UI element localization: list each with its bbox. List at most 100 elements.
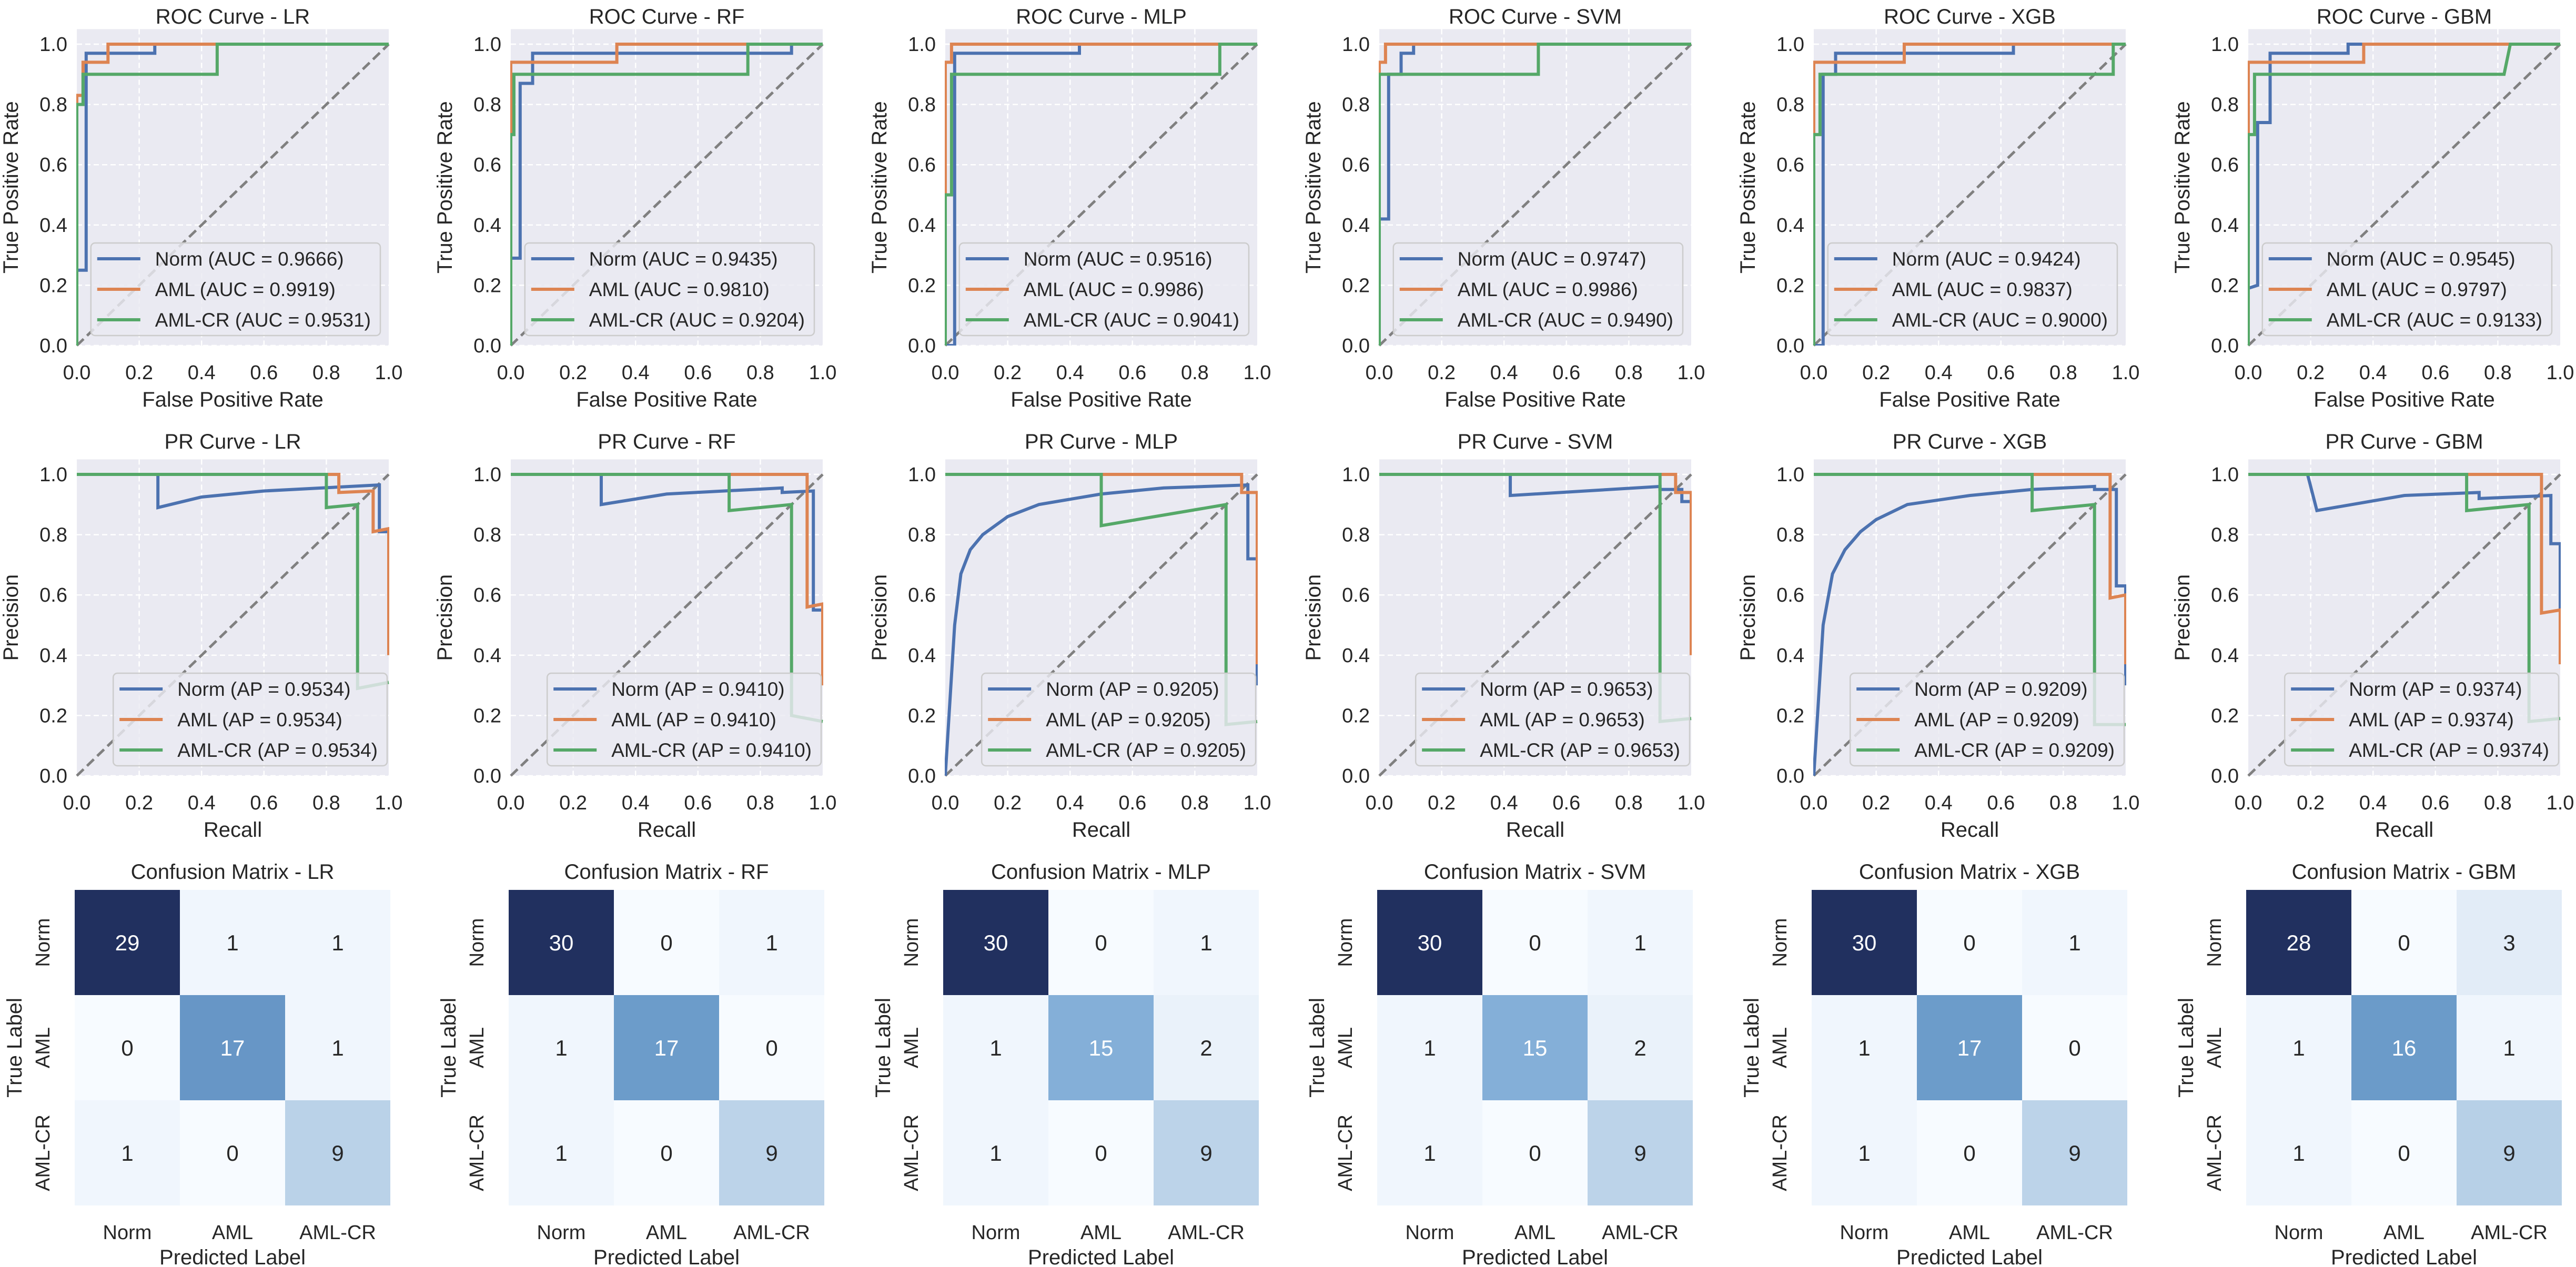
x-tick-label: 0.6 <box>684 792 712 814</box>
cell-value: 0 <box>660 930 672 955</box>
matrix-cell <box>2351 995 2457 1100</box>
cell-value: 0 <box>1963 930 1975 955</box>
x-tick-label: 0.0 <box>2235 362 2262 384</box>
y-tick-label: 0.2 <box>2211 275 2239 297</box>
x-axis-label: False Positive Rate <box>1879 388 2060 411</box>
y-tick-label: Norm <box>1335 918 1357 967</box>
y-tick-label: 0.2 <box>1342 705 1370 727</box>
x-tick-label: AML <box>1514 1222 1555 1244</box>
cell-value: 30 <box>984 930 1008 955</box>
x-tick-label: AML-CR <box>299 1222 376 1244</box>
y-tick-label: 0.2 <box>908 275 936 297</box>
legend-label: Norm (AP = 0.9209) <box>1914 678 2087 700</box>
x-tick-label: 0.4 <box>2359 792 2387 814</box>
chart-title: Confusion Matrix - XGB <box>1859 860 2080 884</box>
legend-label: AML-CR (AUC = 0.9204) <box>589 309 805 331</box>
cell-value: 30 <box>1852 930 1877 955</box>
x-tick-label: 0.8 <box>746 362 774 384</box>
x-tick-label: AML <box>646 1222 687 1244</box>
x-axis-label: Recall <box>638 818 696 842</box>
x-tick-label: AML <box>212 1222 253 1244</box>
y-tick-label: AML <box>2204 1027 2226 1068</box>
x-tick-label: 0.8 <box>1181 362 1209 384</box>
x-tick-label: Norm <box>972 1222 1021 1244</box>
y-tick-label: 0.2 <box>1776 275 1804 297</box>
legend-label: AML (AP = 0.9205) <box>1046 709 1211 731</box>
matrix-cell <box>180 995 285 1100</box>
y-axis-label: True Label <box>872 998 895 1098</box>
x-tick-label: 0.0 <box>497 362 525 384</box>
y-axis-label: True Positive Rate <box>1736 101 1760 273</box>
series-line-aml <box>945 43 1257 346</box>
y-tick-label: 1.0 <box>1776 464 1804 486</box>
chart-title: ROC Curve - XGB <box>1884 5 2056 28</box>
y-tick-label: 1.0 <box>2211 464 2239 486</box>
x-tick-label: Norm <box>2275 1222 2324 1244</box>
cell-value: 28 <box>2287 930 2311 955</box>
y-axis-label: Precision <box>868 574 891 661</box>
legend-box <box>524 242 815 337</box>
cell-value: 9 <box>1200 1141 1212 1165</box>
y-axis-label: Precision <box>2171 574 2194 661</box>
x-tick-label: 0.0 <box>497 792 525 814</box>
cell-value: 9 <box>2503 1141 2515 1165</box>
x-tick-label: 0.0 <box>1366 362 1393 384</box>
x-tick-label: 0.4 <box>1925 362 1953 384</box>
y-tick-label: AML <box>901 1027 923 1068</box>
x-tick-label: 1.0 <box>1244 792 1271 814</box>
y-axis-label: Precision <box>0 574 23 661</box>
series-line-norm <box>511 473 823 612</box>
confusion-matrix-rf: 30 0 1 1 17 0 1 0 9 Confusion Matrix - RF Norm Norm… <box>437 860 824 1267</box>
x-tick-label: 1.0 <box>1678 792 1705 814</box>
legend-label: Norm (AP = 0.9410) <box>611 678 784 700</box>
cell-value: 0 <box>660 1141 672 1165</box>
legend: Norm (AUC = 0.9424) AML (AUC = 0.9837) AML… <box>1827 242 2118 337</box>
y-tick-label: 0.8 <box>473 524 501 546</box>
cell-value: 0 <box>2068 1036 2080 1060</box>
y-tick-label: 1.0 <box>39 34 67 56</box>
cell-value: 0 <box>2398 930 2410 955</box>
y-tick-label: 0.8 <box>1342 524 1370 546</box>
x-tick-label: 0.6 <box>1552 362 1580 384</box>
x-tick-label: 0.0 <box>932 362 959 384</box>
legend-label: AML-CR (AP = 0.9410) <box>611 739 812 761</box>
cell-value: 1 <box>2503 1036 2515 1060</box>
pr-curve-chart-mlp: PR Curve - MLP 0.0 0.0 0.2 0.2 0.4 0.4 0.6 0.6 0.… <box>868 430 1271 842</box>
y-tick-label: 0.4 <box>1776 645 1804 667</box>
y-tick-label: 0.6 <box>2211 584 2239 606</box>
chart-title: Confusion Matrix - SVM <box>1424 860 1646 884</box>
y-tick-label: 0.0 <box>1776 765 1804 787</box>
cell-value: 1 <box>226 930 238 955</box>
legend: Norm (AP = 0.9534) AML (AP = 0.9534) AML-C… <box>112 672 388 767</box>
legend-label: AML-CR (AUC = 0.9133) <box>2327 309 2542 331</box>
x-tick-label: 0.8 <box>312 362 340 384</box>
matrix-cell <box>1812 1100 1917 1205</box>
legend-box <box>112 672 388 767</box>
cell-value: 15 <box>1089 1036 1114 1060</box>
y-tick-label: 0.6 <box>473 584 501 606</box>
y-tick-label: 1.0 <box>1342 34 1370 56</box>
matrix-cell <box>285 995 390 1100</box>
matrix-cell <box>1812 995 1917 1100</box>
legend: Norm (AUC = 0.9516) AML (AUC = 0.9986) AML… <box>958 242 1250 337</box>
cell-value: 0 <box>1529 930 1541 955</box>
chart-title: ROC Curve - GBM <box>2317 5 2492 28</box>
x-tick-label: 0.8 <box>2049 362 2077 384</box>
cell-value: 30 <box>549 930 574 955</box>
y-tick-label: AML-CR <box>1769 1114 1791 1191</box>
chart-title: Confusion Matrix - RF <box>564 860 769 884</box>
legend-box <box>2284 672 2560 767</box>
x-tick-label: AML-CR <box>2471 1222 2548 1244</box>
y-tick-label: 0.8 <box>2211 94 2239 116</box>
x-axis-label: False Positive Rate <box>576 388 757 411</box>
legend-box <box>1849 672 2125 767</box>
cell-value: 9 <box>331 1141 344 1165</box>
matrix-cell <box>1048 890 1154 995</box>
x-tick-label: 1.0 <box>809 792 837 814</box>
legend-label: Norm (AP = 0.9534) <box>177 678 350 700</box>
x-tick-label: 1.0 <box>375 792 403 814</box>
matrix-cell <box>285 890 390 995</box>
cell-value: 1 <box>1858 1036 1870 1060</box>
x-tick-label: 0.2 <box>1862 792 1890 814</box>
cell-value: 1 <box>1423 1141 1436 1165</box>
